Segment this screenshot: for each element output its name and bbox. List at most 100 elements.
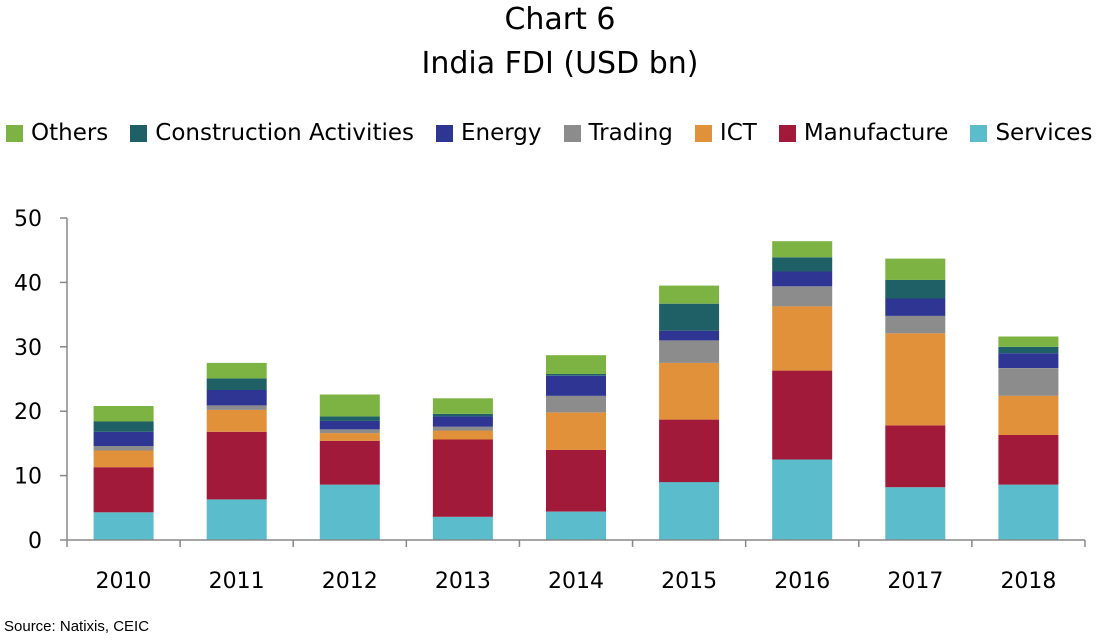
y-tick-label: 10: [14, 465, 42, 490]
bar-construction-activities-2017: [885, 279, 946, 299]
bar-energy-2018: [998, 353, 1059, 368]
bar-services-2012: [319, 484, 380, 540]
bar-others-2016: [772, 241, 833, 258]
bar-construction-activities-2013: [432, 413, 493, 417]
legend-label: Manufacture: [803, 120, 949, 146]
bar-construction-activities-2010: [93, 421, 154, 432]
bar-ict-2015: [659, 362, 720, 420]
bar-trading-2012: [319, 429, 380, 434]
bar-manufacture-2014: [546, 449, 606, 512]
bar-ict-2017: [885, 333, 946, 426]
y-tick-label: 0: [28, 529, 42, 554]
x-tick-label: 2015: [661, 569, 717, 594]
bar-services-2016: [772, 459, 833, 540]
bar-construction-activities-2018: [998, 346, 1059, 354]
bar-trading-2014: [546, 395, 606, 413]
x-tick-label: 2010: [96, 569, 152, 594]
bar-manufacture-2010: [93, 467, 154, 513]
legend-swatch: [970, 124, 988, 142]
bar-energy-2010: [93, 431, 154, 446]
bar-energy-2013: [432, 416, 493, 427]
bar-others-2014: [546, 355, 606, 374]
source-note: Source: Natixis, CEIC: [4, 618, 150, 635]
legend-swatch: [694, 124, 712, 142]
bar-others-2010: [93, 406, 154, 422]
bar-energy-2012: [319, 420, 380, 430]
y-tick-label: 30: [14, 336, 42, 361]
y-tick-label: 50: [14, 207, 42, 232]
legend-item-services: Services: [970, 120, 1092, 146]
legend-swatch: [563, 124, 581, 142]
legend-label: Others: [31, 120, 109, 146]
legend-label: Construction Activities: [155, 120, 414, 146]
x-tick-label: 2017: [887, 569, 943, 594]
legend-swatch: [130, 124, 148, 142]
bar-ict-2016: [772, 306, 833, 371]
bar-trading-2013: [432, 426, 493, 431]
bar-energy-2017: [885, 298, 946, 316]
y-tick-label: 40: [14, 271, 42, 296]
y-tick-label: 20: [14, 400, 42, 425]
bar-services-2017: [885, 487, 946, 540]
bar-construction-activities-2016: [772, 257, 833, 272]
legend-item-energy: Energy: [435, 120, 542, 146]
bar-others-2017: [885, 258, 946, 280]
bar-others-2011: [206, 362, 267, 379]
bar-ict-2012: [319, 433, 380, 441]
x-tick-label: 2012: [322, 569, 378, 594]
x-tick-label: 2014: [548, 569, 604, 594]
legend-item-construction-activities: Construction Activities: [130, 120, 414, 146]
bar-ict-2010: [93, 450, 154, 468]
chart-plot: 0 10 20 30 40 50 2010 2011 2012 2013 2014 2015 2016 2…: [14, 207, 1086, 594]
legend-item-trading: Trading: [563, 120, 673, 146]
legend-swatch: [778, 124, 796, 142]
bar-construction-activities-2011: [206, 378, 267, 390]
bar-trading-2018: [998, 368, 1059, 396]
bar-others-2012: [319, 394, 380, 417]
chart-title: Chart 6: [504, 2, 616, 37]
legend-label: Services: [995, 120, 1093, 146]
legend-swatch: [6, 124, 23, 142]
bar-construction-activities-2015: [659, 303, 720, 331]
bar-ict-2013: [432, 430, 493, 440]
bar-others-2013: [432, 398, 493, 414]
chart-subtitle: India FDI (USD bn): [421, 46, 699, 81]
x-tick-label: 2016: [774, 569, 830, 594]
bar-manufacture-2011: [206, 431, 267, 500]
bar-others-2015: [659, 285, 720, 304]
bar-construction-activities-2014: [546, 373, 606, 376]
bar-ict-2011: [206, 409, 267, 432]
bar-manufacture-2013: [432, 439, 493, 517]
bar-trading-2010: [93, 446, 154, 451]
bar-manufacture-2018: [998, 435, 1059, 485]
x-tick-label: 2018: [1000, 569, 1056, 594]
legend-item-manufacture: Manufacture: [778, 120, 949, 146]
legend-label: Energy: [460, 120, 542, 146]
bar-manufacture-2015: [659, 419, 720, 483]
bar-manufacture-2016: [772, 370, 833, 460]
x-tick-label: 2011: [209, 569, 265, 594]
bar-ict-2018: [998, 395, 1059, 435]
bar-services-2014: [546, 511, 606, 540]
bar-energy-2014: [546, 375, 606, 396]
legend-item-ict: ICT: [694, 120, 757, 146]
bar-energy-2016: [772, 271, 833, 287]
bar-manufacture-2012: [319, 440, 380, 485]
bar-others-2018: [998, 336, 1059, 347]
legend-swatch: [435, 124, 453, 142]
legend-label: Trading: [588, 120, 673, 146]
chart-legend: Others Construction Activities Energy Tradi…: [6, 116, 1120, 150]
bar-services-2018: [998, 484, 1059, 540]
bar-services-2011: [206, 499, 267, 540]
bar-services-2015: [659, 482, 720, 540]
x-tick-label: 2013: [435, 569, 491, 594]
bar-construction-activities-2012: [319, 416, 380, 421]
legend-label: ICT: [719, 120, 757, 146]
bar-energy-2011: [206, 389, 267, 406]
bar-trading-2011: [206, 405, 267, 410]
bar-manufacture-2017: [885, 425, 946, 488]
bar-trading-2017: [885, 315, 946, 334]
bar-services-2010: [93, 512, 154, 540]
bar-trading-2015: [659, 340, 720, 363]
bar-trading-2016: [772, 286, 833, 307]
